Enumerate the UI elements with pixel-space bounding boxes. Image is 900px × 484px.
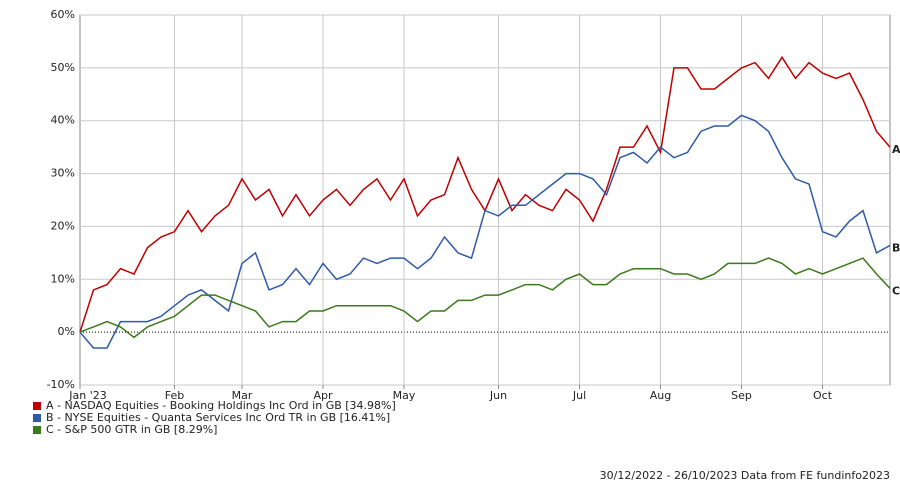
legend-label: B - NYSE Equities - Quanta Services Inc … [46,411,390,424]
end-label: A [892,143,900,156]
footer: 30/12/2022 - 26/10/2023 Data from FE fun… [600,469,890,482]
y-tick-label: -10% [47,378,75,391]
y-tick-label: 20% [51,219,75,232]
x-tick-label: Oct [813,389,833,402]
y-tick-label: 50% [51,61,75,74]
end-label: C [892,284,900,297]
x-tick-label: Sep [731,389,752,402]
x-tick-label: Aug [650,389,671,402]
legend-label: A - NASDAQ Equities - Booking Holdings I… [46,399,396,412]
legend-swatch [33,402,41,410]
y-tick-label: 30% [51,167,75,180]
y-tick-label: 0% [58,325,75,338]
series-line [79,55,891,333]
end-label: B [892,241,900,254]
y-tick-label: 60% [51,8,75,21]
legend-swatch [33,414,41,422]
x-tick-label: Apr [313,389,333,402]
series-line [79,114,891,349]
series-line [79,257,891,339]
y-tick-label: 40% [51,114,75,127]
y-tick-label: 10% [51,272,75,285]
x-tick-label: Jun [489,389,507,402]
x-tick-label: Feb [165,389,184,402]
plot-frame [79,14,891,386]
x-tick-label: Jul [572,389,586,402]
x-tick-label: Mar [232,389,253,402]
x-tick-label: Jan '23 [68,389,106,402]
legend-label: C - S&P 500 GTR in GB [8.29%] [46,423,217,436]
x-tick-label: May [393,389,416,402]
legend-swatch [33,426,41,434]
